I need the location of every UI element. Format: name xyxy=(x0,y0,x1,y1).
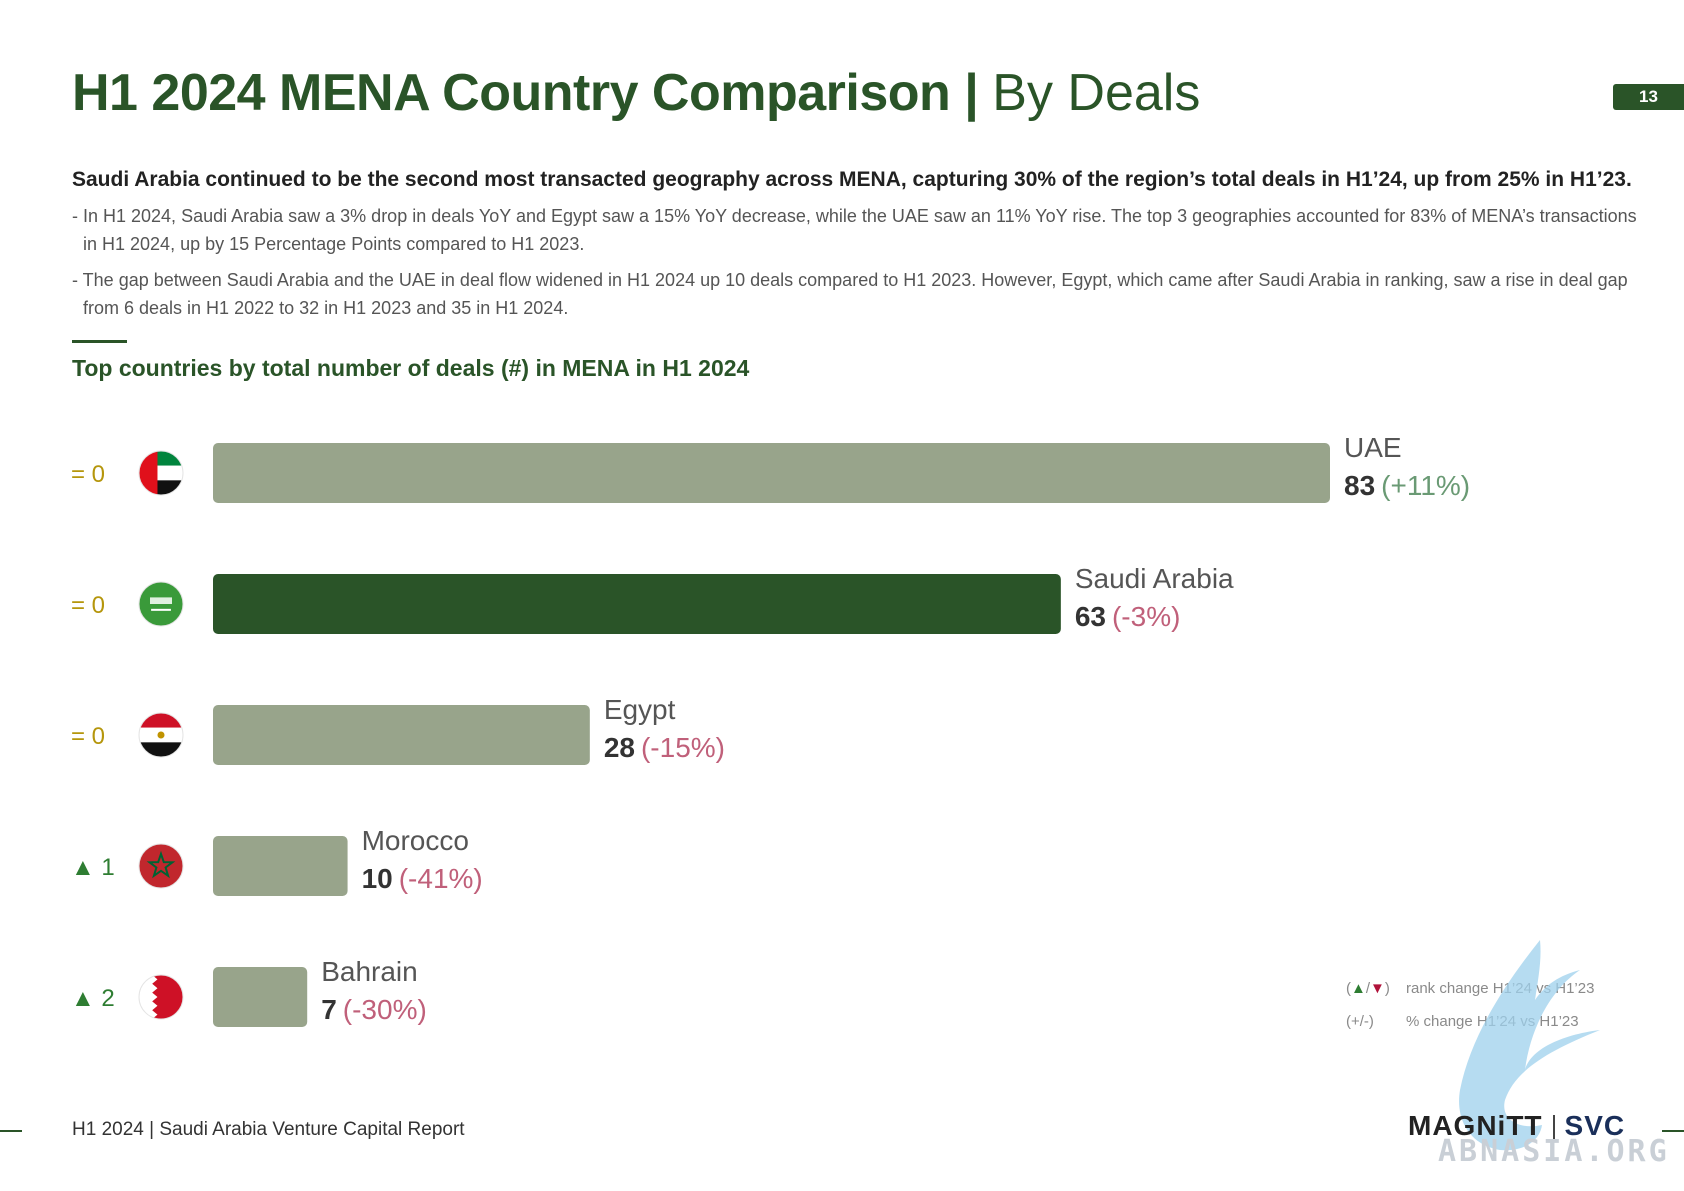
page-number-badge: 13 xyxy=(1613,84,1684,110)
value-label: 83 (+11%) xyxy=(1344,470,1470,501)
chart-row: = 0 UAE 83 (+11%) xyxy=(71,432,1470,503)
rank-change-label: = 0 xyxy=(71,461,105,488)
bar xyxy=(213,967,308,1027)
svc-logo: SVC xyxy=(1564,1110,1626,1141)
bar xyxy=(213,836,348,896)
value-number: 83 xyxy=(1344,470,1375,501)
category-label: Bahrain xyxy=(321,956,418,987)
value-label: 63 (-3%) xyxy=(1075,601,1181,632)
legend-pct-symbol: (+/-) xyxy=(1346,1013,1374,1030)
category-label: Egypt xyxy=(604,694,676,725)
flag-ring xyxy=(138,581,184,627)
egypt-flag-icon xyxy=(139,713,183,757)
bahrain-flag-icon xyxy=(139,975,183,1019)
rank-change-label: ▲ 1 xyxy=(71,854,115,881)
flag-sword xyxy=(151,608,171,611)
rank-change-label: = 0 xyxy=(71,723,105,750)
flag-serration xyxy=(139,975,158,1019)
value-label: 10 (-41%) xyxy=(362,863,483,894)
chart-title: Top countries by total number of deals (… xyxy=(72,355,750,381)
value-number: 10 xyxy=(362,863,393,894)
magnitt-logo: MAGNiTT xyxy=(1408,1110,1543,1141)
morocco-flag-icon xyxy=(139,844,183,888)
summary-bullet-1: - In H1 2024, Saudi Arabia saw a 3% drop… xyxy=(72,206,1637,254)
watermark-text: ABNASIA.ORG xyxy=(1438,1134,1670,1169)
flag-ring xyxy=(138,843,184,889)
flag-ring xyxy=(138,974,184,1020)
pct-change-label: (+11%) xyxy=(1381,470,1470,501)
value-number: 7 xyxy=(321,994,337,1025)
rank-change-label: ▲ 2 xyxy=(71,985,115,1012)
pct-change-label: (-3%) xyxy=(1112,601,1180,632)
logo-divider xyxy=(1552,1114,1555,1141)
summary-headline: Saudi Arabia continued to be the second … xyxy=(72,168,1632,191)
bar xyxy=(213,705,590,765)
chart-row: = 0 Egypt 28 (-15%) xyxy=(71,694,725,765)
value-label: 7 (-30%) xyxy=(321,994,427,1025)
legend-rank-symbol: (▲/▼) xyxy=(1346,980,1390,997)
pct-change-label: (-41%) xyxy=(399,863,483,894)
title-separator: | xyxy=(950,64,993,122)
value-label: 28 (-15%) xyxy=(604,732,725,763)
footer-logos: MAGNiTT SVC xyxy=(1408,1110,1625,1142)
category-label: UAE xyxy=(1344,432,1402,463)
chart-row: ▲ 1 Morocco 10 (-41%) xyxy=(71,825,483,896)
footer-right-rule xyxy=(1662,1130,1684,1132)
category-label: Saudi Arabia xyxy=(1075,563,1234,594)
flag-stripe xyxy=(139,713,183,728)
category-label: Morocco xyxy=(362,825,469,856)
uae-flag-icon xyxy=(139,451,183,495)
page-title: H1 2024 MENA Country Comparison | By Dea… xyxy=(72,62,1200,124)
rank-change-label: = 0 xyxy=(71,592,105,619)
value-number: 63 xyxy=(1075,601,1106,632)
pct-change-label: (-15%) xyxy=(641,732,725,763)
flag-emblem xyxy=(150,597,172,604)
bird-watermark-icon xyxy=(1459,940,1600,1151)
flag-ring xyxy=(138,712,184,758)
pct-change-label: (-30%) xyxy=(343,994,427,1025)
summary-bullet-2: - The gap between Saudi Arabia and the U… xyxy=(72,270,1628,318)
chart-title-rule xyxy=(72,340,127,343)
saudi-flag-icon xyxy=(139,582,183,626)
value-number: 28 xyxy=(604,732,635,763)
page-title-sub: By Deals xyxy=(992,64,1201,122)
flag-star xyxy=(146,850,176,879)
chart-row: = 0 Saudi Arabia 63 (-3%) xyxy=(71,563,1234,634)
flag-band xyxy=(139,451,158,495)
chart-row: ▲ 2 Bahrain 7 (-30%) xyxy=(71,956,427,1027)
bar xyxy=(213,574,1061,634)
footer-left-rule xyxy=(0,1130,22,1132)
footer-report-label: H1 2024 | Saudi Arabia Venture Capital R… xyxy=(72,1119,465,1140)
flag-eagle xyxy=(157,731,165,739)
bar xyxy=(213,443,1330,503)
flag-ring xyxy=(138,450,184,496)
flag-stripe xyxy=(139,742,183,757)
page-title-main: H1 2024 MENA Country Comparison xyxy=(72,64,951,122)
